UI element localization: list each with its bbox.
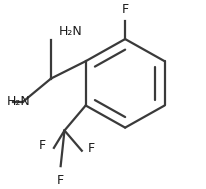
Text: F: F: [39, 139, 46, 152]
Text: F: F: [88, 142, 95, 155]
Text: H₂N: H₂N: [59, 25, 82, 38]
Text: F: F: [57, 174, 64, 187]
Text: H₂N: H₂N: [7, 95, 30, 108]
Text: F: F: [122, 3, 129, 16]
